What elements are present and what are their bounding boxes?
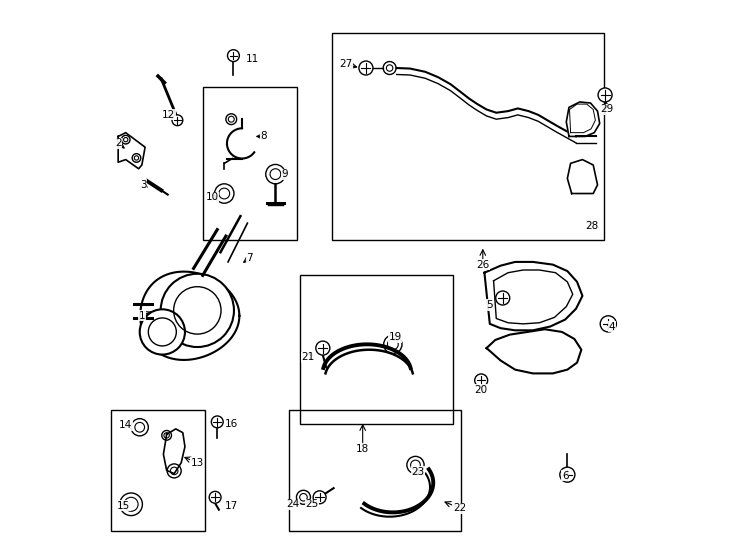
Circle shape — [172, 115, 183, 126]
Text: 15: 15 — [117, 501, 130, 511]
Text: 19: 19 — [388, 332, 401, 342]
Polygon shape — [140, 272, 239, 360]
Text: 16: 16 — [225, 418, 238, 429]
Text: 7: 7 — [247, 253, 253, 263]
Bar — [332, 33, 604, 240]
Text: 8: 8 — [261, 131, 267, 141]
Text: 12: 12 — [162, 110, 175, 120]
Circle shape — [359, 61, 373, 75]
Polygon shape — [484, 262, 583, 330]
Text: 6: 6 — [562, 471, 569, 481]
Text: 17: 17 — [225, 501, 238, 511]
Bar — [289, 410, 461, 531]
Polygon shape — [567, 102, 600, 137]
Text: 9: 9 — [282, 169, 288, 179]
Text: 23: 23 — [412, 467, 425, 477]
Text: 24: 24 — [286, 500, 299, 509]
Text: 20: 20 — [475, 384, 488, 395]
Text: 3: 3 — [140, 180, 147, 190]
Polygon shape — [567, 160, 597, 193]
Circle shape — [211, 416, 223, 428]
Text: 11: 11 — [246, 54, 259, 64]
Text: 10: 10 — [206, 192, 219, 202]
Polygon shape — [118, 133, 145, 168]
Text: 18: 18 — [356, 444, 369, 454]
Text: 27: 27 — [339, 59, 352, 69]
Circle shape — [560, 467, 575, 482]
Text: 4: 4 — [608, 321, 615, 332]
Circle shape — [313, 491, 326, 504]
Circle shape — [228, 50, 239, 62]
Bar — [111, 410, 206, 531]
Circle shape — [475, 374, 487, 387]
Text: 29: 29 — [600, 105, 614, 114]
Circle shape — [598, 88, 612, 102]
Text: 2: 2 — [115, 138, 121, 149]
Text: 22: 22 — [453, 503, 466, 513]
Text: 1: 1 — [139, 311, 145, 321]
Circle shape — [495, 291, 509, 305]
Bar — [299, 275, 453, 423]
Circle shape — [161, 274, 234, 347]
Text: 13: 13 — [191, 458, 204, 468]
Text: 21: 21 — [301, 352, 314, 362]
Text: 26: 26 — [476, 260, 490, 269]
Bar — [203, 87, 297, 240]
Text: 25: 25 — [305, 500, 319, 509]
Text: 14: 14 — [119, 420, 132, 430]
Circle shape — [139, 309, 185, 355]
Polygon shape — [487, 329, 581, 374]
Circle shape — [600, 316, 617, 332]
Text: 28: 28 — [586, 221, 599, 231]
Circle shape — [316, 341, 330, 355]
Text: 5: 5 — [487, 300, 493, 310]
Circle shape — [209, 491, 221, 503]
